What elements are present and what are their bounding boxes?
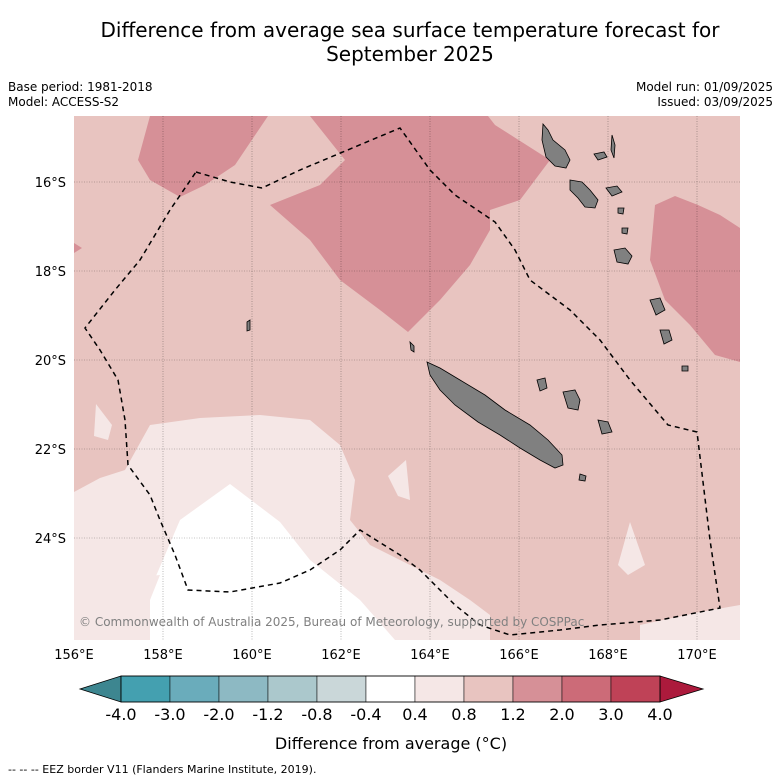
eez-border-line (84, 127, 721, 636)
colorbar-tick-label: 0.4 (402, 705, 427, 724)
colorbar-cell (316, 675, 367, 703)
lon-label-158e: 158°E (143, 648, 183, 663)
colorbar-tick-label: 1.2 (500, 705, 525, 724)
colorbar-tick-labels: -4.0 -3.0 -2.0 -1.2 -0.8 -0.4 0.4 0.8 1.2 2.0 3.0 4… (105, 705, 672, 724)
colorbar-cell (218, 675, 269, 703)
anomaly-patch-central (388, 460, 410, 500)
anomaly-region-neutral (150, 484, 395, 640)
chart-title: Difference from average sea surface temp… (60, 18, 760, 66)
new-caledonia-island (426, 361, 564, 469)
colorbar-cell (512, 675, 563, 703)
colorbar-frame (120, 675, 661, 703)
colorbar-tick-label: -3.0 (154, 705, 185, 724)
colorbar-tick-label: -4.0 (105, 705, 136, 724)
title-line-1: Difference from average sea surface temp… (100, 18, 720, 42)
anomaly-patch-west (94, 404, 112, 440)
lon-label-166e: 166°E (499, 648, 539, 663)
lon-label-170e: 170°E (677, 648, 717, 663)
colorbar-high-extend (659, 675, 705, 703)
island-east-1 (649, 297, 666, 316)
lat-label-18s: 18°S (35, 265, 66, 280)
ouvea-island (536, 377, 548, 392)
map-area: © Commonwealth of Australia 2025, Bureau… (74, 116, 740, 640)
hunter-islet (681, 365, 689, 372)
isle-of-pines (578, 473, 587, 482)
lat-label-20s: 20°S (35, 354, 66, 369)
anomaly-patch-east (618, 522, 645, 575)
eez-legend: -- -- -- EEZ border V11 (Flanders Marine… (8, 763, 317, 776)
colorbar-cell (120, 675, 171, 703)
colorbar-low-extend (78, 675, 122, 703)
lon-label-160e: 160°E (232, 648, 272, 663)
chesterfield-islet (246, 319, 251, 332)
graticule (74, 116, 740, 640)
colorbar-cells (120, 675, 661, 703)
anomaly-region-warm-central (270, 116, 550, 332)
island-mid-1 (605, 185, 623, 197)
lat-label-22s: 22°S (35, 443, 66, 458)
colorbar-tick-label: 2.0 (549, 705, 574, 724)
lifou-island (562, 389, 581, 411)
colorbar-tick-label: -1.2 (252, 705, 283, 724)
colorbar-tick-label: -0.4 (350, 705, 381, 724)
island-north-2 (593, 151, 608, 161)
mare-island (597, 419, 613, 435)
colorbar-tick-label: 3.0 (598, 705, 623, 724)
anomaly-region-warm-northwest (138, 116, 268, 197)
belep-islet (409, 340, 415, 353)
colorbar-tick-label: 4.0 (647, 705, 672, 724)
island-north-1 (610, 134, 616, 159)
tanna-island (613, 247, 633, 265)
colorbar-cell (463, 675, 514, 703)
model-run: Model run: 01/09/2025 (635, 80, 773, 94)
colorbar-cell (169, 675, 220, 703)
title-line-2: September 2025 (326, 42, 494, 66)
copyright-notice: © Commonwealth of Australia 2025, Bureau… (79, 615, 584, 629)
base-period: Base period: 1981-2018 (8, 80, 153, 94)
longitude-labels: 156°E 158°E 160°E 162°E 164°E 166°E 168°… (54, 648, 717, 663)
lon-label-162e: 162°E (321, 648, 361, 663)
lon-label-164e: 164°E (410, 648, 450, 663)
colorbar-label: Difference from average (°C) (275, 734, 507, 753)
colorbar-tick-label: -0.8 (301, 705, 332, 724)
land-masses (246, 122, 689, 482)
efate-island (569, 179, 599, 209)
colorbar-cell (610, 675, 661, 703)
colorbar-cell (561, 675, 612, 703)
lat-label-24s: 24°S (35, 532, 66, 547)
island-mid-3 (621, 227, 629, 235)
island-mid-2 (617, 207, 625, 215)
anomaly-patch-southeast (640, 605, 740, 640)
colorbar-cell (365, 675, 416, 703)
model-name: Model: ACCESS-S2 (8, 95, 120, 109)
colorbar: -4.0 -3.0 -2.0 -1.2 -0.8 -0.4 0.4 0.8 1.2 2.0 3.0 4… (78, 675, 705, 753)
lon-label-168e: 168°E (588, 648, 628, 663)
espiritu-santo-island (541, 122, 571, 169)
lat-label-16s: 16°S (35, 176, 66, 191)
lon-label-156e: 156°E (54, 648, 94, 663)
anomaly-strip-southwest (74, 575, 160, 610)
colorbar-cell (414, 675, 465, 703)
colorbar-tick-label: -2.0 (203, 705, 234, 724)
colorbar-cell (267, 675, 318, 703)
issued-date: Issued: 03/09/2025 (657, 95, 773, 109)
island-east-2 (659, 329, 673, 345)
colorbar-tick-label: 0.8 (451, 705, 476, 724)
anomaly-patch-warm-edge (74, 243, 82, 253)
latitude-labels: 16°S 18°S 20°S 22°S 24°S (35, 176, 66, 547)
anomaly-region-warm-east (650, 196, 740, 362)
meta-right: Model run: 01/09/2025 Issued: 03/09/2025 (636, 80, 773, 110)
meta-left: Base period: 1981-2018 Model: ACCESS-S2 (8, 80, 153, 110)
